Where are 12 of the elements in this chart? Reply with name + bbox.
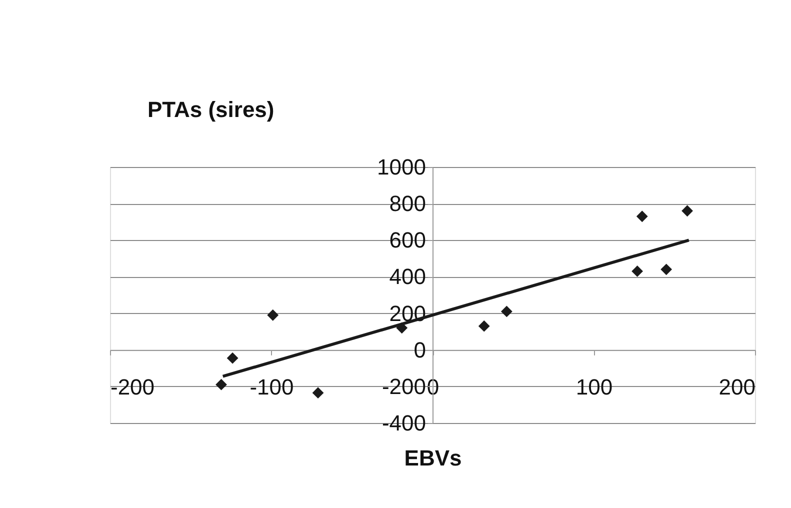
x-tick-label: 200 — [718, 374, 756, 400]
y-tick-label: 600 — [389, 228, 426, 253]
x-axis-title: EBVs — [404, 445, 462, 470]
x-tick-label: -200 — [110, 374, 155, 400]
x-tick-label: -100 — [250, 374, 294, 400]
x-tick-label: 100 — [576, 374, 613, 400]
y-tick-label: 400 — [389, 264, 426, 290]
y-tick-label: -400 — [382, 410, 426, 436]
y-tick-label: 800 — [389, 191, 426, 216]
y-tick-label: 0 — [414, 337, 426, 362]
y-axis-title: PTAs (sires) — [148, 97, 274, 122]
y-tick-label: 1000 — [377, 154, 426, 180]
